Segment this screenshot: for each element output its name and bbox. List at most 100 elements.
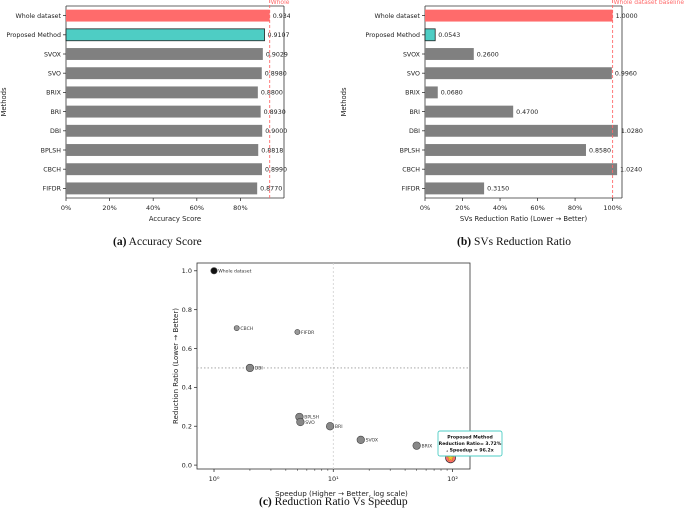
scatter-y-tick-label: 0.2	[182, 423, 192, 431]
accuracy-baseline-label: Whole dataset baseline	[271, 0, 290, 6]
reduction-bar-brix	[425, 86, 438, 99]
reduction-value-label: 0.4700	[516, 109, 538, 116]
accuracy-bar-proposed-method	[65, 28, 265, 42]
scatter-point-label: BRIX	[421, 443, 432, 449]
scatter-point-bri	[325, 422, 335, 431]
accuracy-y-axis-title: Methods	[0, 87, 8, 116]
accuracy-value-label: 0.8770	[260, 186, 282, 193]
accuracy-category-label: Whole dataset	[15, 13, 61, 20]
accuracy-bar-svox	[66, 48, 263, 60]
scatter-point-label: CBCH	[240, 326, 253, 332]
reduction-baseline-label: Whole dataset baseline	[614, 0, 685, 6]
reduction-category-label: SVO	[407, 71, 420, 78]
accuracy-category-label: SVO	[48, 71, 61, 78]
accuracy-x-tick-label: 60%	[190, 204, 204, 212]
accuracy-bar-brix	[66, 86, 258, 99]
caption-a-text: Accuracy Score	[128, 236, 202, 248]
reduction-category-label: Whole dataset	[374, 13, 420, 20]
reduction-x-axis-title: SVs Reduction Ratio (Lower → Better)	[460, 215, 588, 223]
scatter-point-svo	[296, 417, 305, 427]
accuracy-value-label: 0.9000	[265, 128, 287, 135]
reduction-bar-fifdr	[425, 182, 485, 195]
accuracy-value-label: 0.8930	[264, 109, 286, 116]
caption-b-label: (b)	[457, 236, 472, 248]
caption-a-label: (a)	[113, 236, 127, 248]
accuracy-value-label: 0.9029	[266, 51, 288, 58]
caption-c-label: (c)	[259, 496, 272, 508]
scatter-point-label: DBI	[255, 366, 263, 372]
accuracy-x-tick-label: 40%	[146, 204, 160, 212]
reduction-bar-whole-dataset	[425, 9, 613, 22]
reduction-bar-proposed-method	[424, 28, 436, 42]
proposed-annotation-line: Reduction Ratio= 3.72%	[439, 441, 502, 447]
accuracy-category-label: CBCH	[43, 167, 61, 174]
reduction-x-tick-label: 60%	[530, 204, 544, 212]
reduction-category-label: BPLSH	[400, 147, 421, 154]
accuracy-bar-fifdr	[66, 182, 258, 195]
accuracy-x-tick-label: 20%	[102, 204, 116, 212]
scatter-point-label: SVO	[305, 420, 315, 426]
reduction-value-label: 0.2600	[477, 51, 499, 58]
caption-c-text: Reduction Ratio Vs Speedup	[274, 496, 408, 508]
reduction-bar-bplsh	[425, 144, 586, 156]
accuracy-bar-chart: 0% 20% 40% 60% 80% Whole dataset 0.9344 Propose…	[0, 0, 290, 223]
accuracy-x-tick-label: 0%	[61, 204, 71, 212]
reduction-category-label: Proposed Method	[365, 32, 420, 39]
reduction-category-label: CBCH	[402, 167, 420, 174]
reduction-x-tick-label: 100%	[603, 204, 622, 212]
scatter-point-label: FIFDR	[301, 330, 315, 336]
proposed-annotation-box	[437, 430, 503, 457]
accuracy-value-label: 0.8980	[265, 71, 287, 78]
reduction-value-label: 0.0543	[438, 32, 460, 39]
caption-a: (a) Accuracy Score	[113, 236, 202, 248]
scatter-x-tick-label: 10¹	[328, 475, 339, 483]
proposed-annotation-line: , Speedup = 96.2x	[446, 447, 493, 453]
scatter-y-tick-label: 0.4	[182, 384, 192, 392]
reduction-value-label: 0.8580	[589, 147, 611, 154]
accuracy-category-label: FIFDR	[43, 186, 62, 193]
accuracy-value-label: 0.9344	[273, 13, 290, 20]
accuracy-category-label: BRI	[50, 109, 61, 116]
reduction-category-label: SVOX	[403, 51, 421, 58]
scatter-point-fifdr	[294, 329, 301, 335]
reduction-x-tick-label: 20%	[455, 204, 469, 212]
reduction-value-label: 0.3150	[487, 186, 509, 193]
reduction-category-label: BRI	[409, 109, 420, 116]
accuracy-value-label: 0.8800	[261, 90, 283, 97]
reduction-vs-speedup-scatter: 0.0 0.2 0.4 0.6 0.8 1.0 10⁰ 10¹ 10² Whole dataset…	[172, 262, 503, 498]
scatter-point-brix	[412, 441, 421, 450]
scatter-point-cbch	[233, 325, 240, 332]
scatter-x-tick-label: 10²	[447, 475, 458, 483]
reduction-y-axis-title: Methods	[340, 87, 348, 116]
caption-c: (c) Reduction Ratio Vs Speedup	[259, 496, 408, 508]
accuracy-category-label: DBI	[50, 128, 61, 135]
scatter-x-tick-label: 10⁰	[209, 475, 220, 483]
scatter-y-tick-label: 0.0	[182, 461, 192, 469]
reduction-bar-bri	[425, 105, 514, 118]
scatter-point-svox	[356, 435, 365, 444]
reduction-category-label: DBI	[409, 128, 420, 135]
accuracy-bar-bplsh	[66, 144, 259, 156]
accuracy-category-label: BPLSH	[41, 147, 62, 154]
accuracy-category-label: Proposed Method	[6, 32, 61, 39]
scatter-frame	[196, 262, 471, 470]
caption-b: (b) SVs Reduction Ratio	[457, 236, 571, 248]
caption-b-text: SVs Reduction Ratio	[473, 236, 572, 248]
reduction-category-label: BRIX	[405, 90, 421, 97]
reduction-value-label: 1.0280	[621, 128, 643, 135]
scatter-point-label: Whole dataset	[218, 269, 251, 275]
scatter-y-axis-title: Reduction Ratio (Lower → Better)	[172, 308, 180, 424]
reduction-value-label: 0.0680	[441, 90, 463, 97]
scatter-point-label: BPLSH	[304, 415, 319, 421]
reduction-bar-cbch	[425, 163, 618, 176]
reduction-bar-dbi	[425, 124, 618, 137]
scatter-y-tick-label: 0.6	[182, 345, 192, 353]
accuracy-bar-svo	[66, 67, 262, 80]
reduction-bar-svox	[425, 48, 474, 60]
accuracy-bar-bri	[66, 105, 261, 118]
scatter-point-label: BRI	[335, 424, 343, 430]
proposed-annotation-line: Proposed Method	[447, 435, 493, 441]
accuracy-x-tick-label: 80%	[233, 204, 247, 212]
scatter-point-dbi	[245, 363, 255, 373]
accuracy-category-label: BRIX	[46, 90, 62, 97]
